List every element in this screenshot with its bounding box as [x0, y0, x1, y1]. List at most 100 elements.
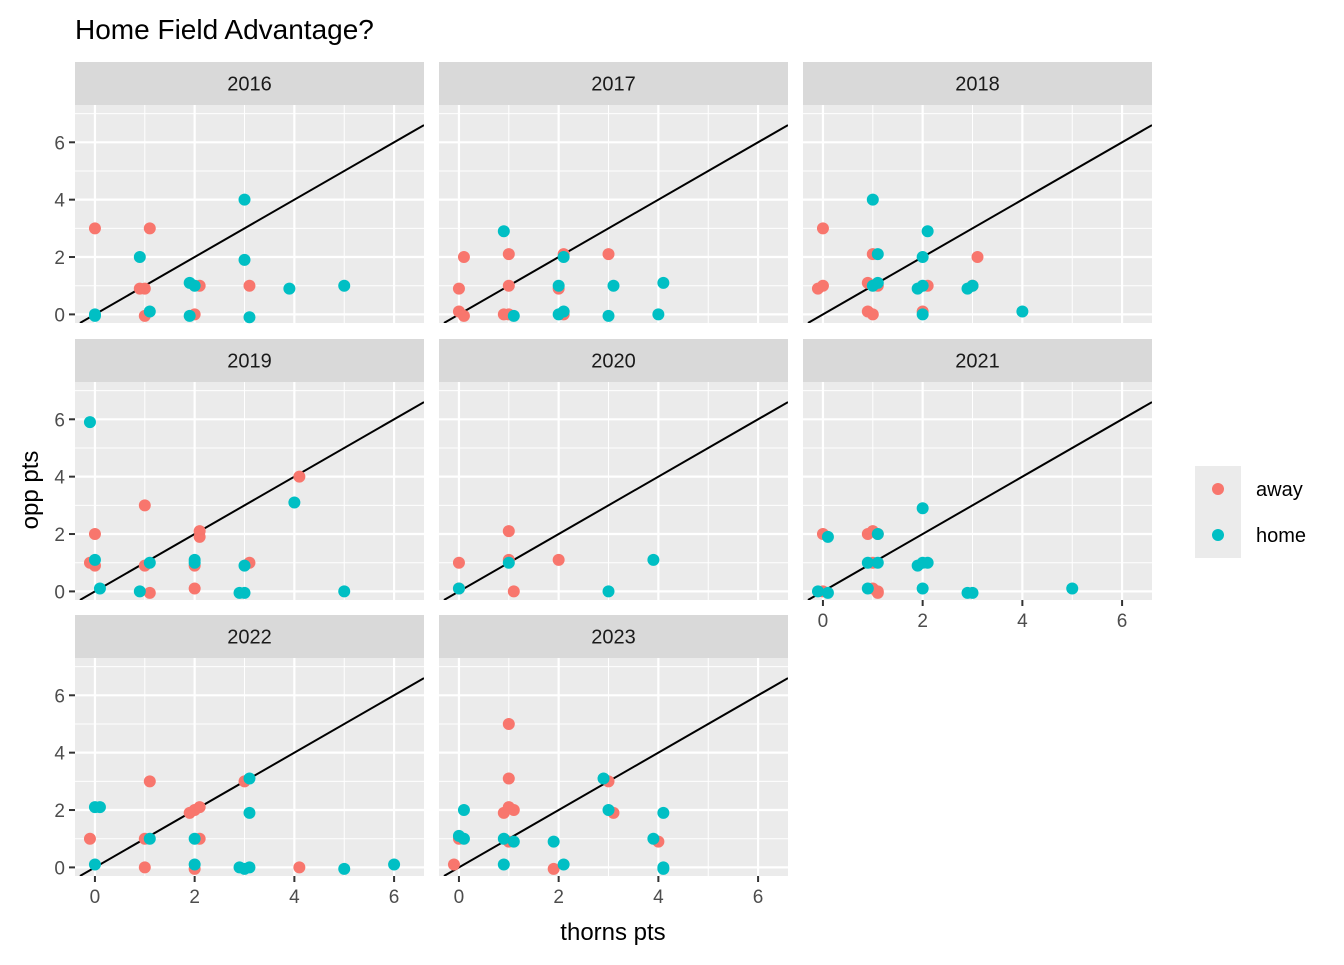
point-home — [497, 858, 510, 871]
point-away — [871, 585, 884, 598]
reference-line — [443, 401, 788, 600]
point-home — [88, 309, 101, 322]
point-home — [602, 804, 615, 817]
point-away — [447, 858, 460, 871]
point-away — [502, 279, 515, 292]
x-tick-label: 2 — [553, 887, 564, 908]
facet-panel-2018: 2018 — [803, 62, 1152, 323]
point-home — [457, 804, 470, 817]
y-tick-label: 2 — [54, 525, 65, 546]
point-away — [83, 832, 96, 845]
point-away — [143, 775, 156, 788]
point-home — [93, 801, 106, 814]
chart-title: Home Field Advantage? — [75, 14, 374, 45]
point-away — [457, 309, 470, 322]
facet-strip-label: 2018 — [955, 74, 1000, 96]
legend-label-away: away — [1256, 479, 1303, 501]
panel-background — [803, 382, 1152, 600]
point-away — [88, 222, 101, 235]
point-away — [816, 279, 829, 292]
point-home — [457, 832, 470, 845]
y-tick-label: 0 — [54, 582, 65, 603]
point-home — [811, 585, 824, 598]
facet-panel-2016: 2016 0 2 4 6 — [54, 62, 424, 326]
facet-strip — [439, 62, 788, 105]
facet-panel-2017: 2017 — [439, 62, 788, 323]
point-home — [507, 835, 520, 848]
y-tick-label: 2 — [54, 248, 65, 269]
facet-strip-label: 2016 — [227, 74, 272, 96]
facet-panel-2019: 2019 0 2 4 6 — [54, 339, 424, 603]
point-home — [871, 556, 884, 569]
point-home — [657, 276, 670, 289]
y-tick-label: 0 — [54, 858, 65, 879]
legend-key-home — [1212, 529, 1224, 541]
point-home — [497, 832, 510, 845]
point-away — [552, 553, 565, 566]
panel-background — [75, 658, 424, 876]
point-home — [602, 309, 615, 322]
point-home — [238, 586, 251, 599]
point-away — [861, 528, 874, 541]
point-home — [916, 502, 929, 515]
point-home — [338, 862, 351, 875]
x-tick-label: 6 — [753, 887, 764, 908]
point-home — [821, 530, 834, 543]
y-tick-label: 2 — [54, 801, 65, 822]
facet-panel-2021: 2021 0 2 4 6 — [803, 339, 1152, 632]
point-home — [821, 586, 834, 599]
point-home — [143, 556, 156, 569]
point-home — [866, 193, 879, 206]
facet-strip — [75, 339, 424, 382]
facet-panel-2020: 2020 — [439, 339, 788, 600]
point-away — [507, 585, 520, 598]
point-home — [143, 832, 156, 845]
panel-background — [803, 105, 1152, 323]
point-home — [338, 585, 351, 598]
point-home — [507, 309, 520, 322]
point-away — [452, 556, 465, 569]
x-axis-label: thorns pts — [560, 919, 665, 946]
point-away — [502, 717, 515, 730]
point-away — [193, 530, 206, 543]
x-tick-label: 4 — [653, 887, 664, 908]
point-home — [1066, 582, 1079, 595]
point-home — [238, 193, 251, 206]
point-away — [502, 772, 515, 785]
point-away — [452, 282, 465, 295]
facet-strip — [439, 339, 788, 382]
reference-line — [79, 401, 424, 600]
point-home — [243, 861, 256, 874]
y-tick-label: 4 — [54, 191, 65, 212]
point-away — [293, 470, 306, 483]
x-tick-label: 6 — [389, 887, 400, 908]
point-home — [607, 279, 620, 292]
facet-strip-label: 2023 — [591, 627, 636, 649]
point-home — [243, 772, 256, 785]
y-tick-label: 6 — [54, 410, 65, 431]
point-home — [143, 305, 156, 318]
point-home — [966, 586, 979, 599]
reference-line — [807, 124, 1152, 323]
point-home — [871, 276, 884, 289]
point-away — [816, 222, 829, 235]
point-home — [188, 279, 201, 292]
y-tick-label: 6 — [54, 133, 65, 154]
point-home — [283, 282, 296, 295]
point-away — [971, 251, 984, 264]
facet-strip-label: 2020 — [591, 351, 636, 373]
x-tick-label: 2 — [189, 887, 200, 908]
point-away — [243, 279, 256, 292]
point-home — [388, 858, 401, 871]
panel-background — [439, 382, 788, 600]
point-home — [93, 582, 106, 595]
y-tick-label: 4 — [54, 468, 65, 489]
point-home — [338, 279, 351, 292]
point-home — [657, 806, 670, 819]
facet-panel-2023: 2023 0 2 4 6 — [439, 615, 788, 908]
point-home — [557, 251, 570, 264]
facet-strip-label: 2019 — [227, 351, 272, 373]
point-home — [188, 858, 201, 871]
